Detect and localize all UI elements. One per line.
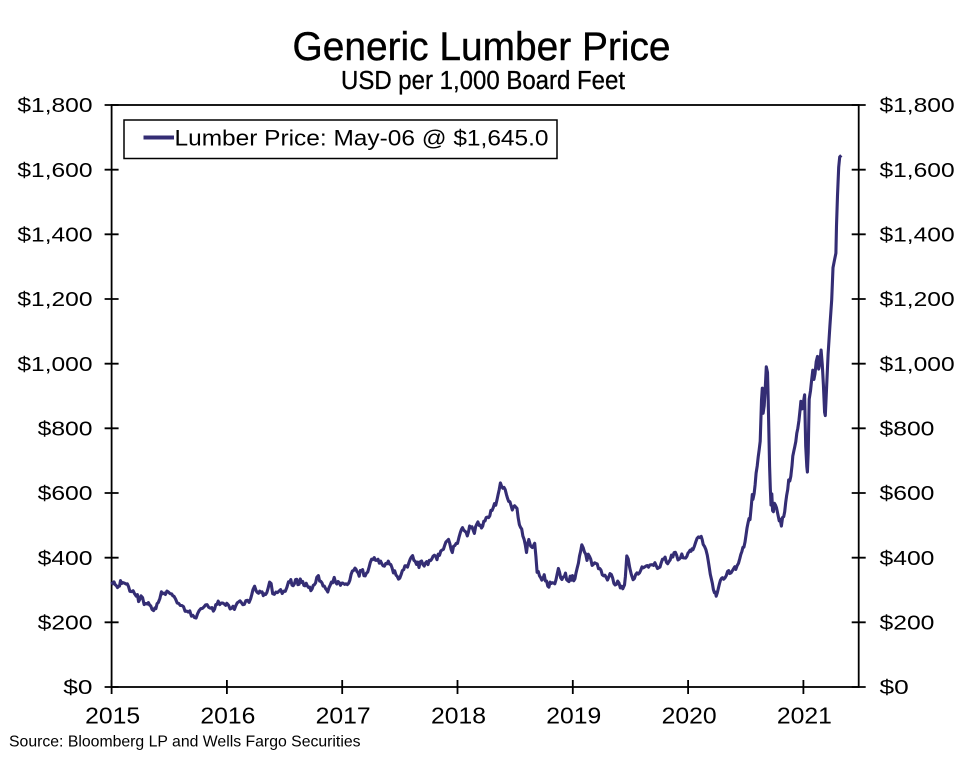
svg-text:Generic Lumber Price: Generic Lumber Price [293,25,671,69]
svg-text:2015: 2015 [85,703,140,729]
svg-text:$400: $400 [38,548,93,570]
svg-text:$0: $0 [63,677,92,699]
svg-text:$600: $600 [880,483,935,505]
svg-text:$1,200: $1,200 [880,289,955,311]
svg-text:$800: $800 [38,419,93,441]
svg-text:$1,000: $1,000 [17,354,92,376]
svg-text:$0: $0 [880,677,909,699]
svg-text:$1,800: $1,800 [17,95,92,117]
svg-text:2017: 2017 [316,703,371,729]
svg-text:$200: $200 [880,613,935,635]
svg-text:Lumber Price: May-06 @ $1,645.: Lumber Price: May-06 @ $1,645.0 [175,125,549,150]
svg-text:$400: $400 [880,548,935,570]
svg-text:2020: 2020 [662,703,717,729]
svg-text:$1,600: $1,600 [880,160,955,182]
svg-text:$1,000: $1,000 [880,354,955,376]
svg-text:Source: Bloomberg LP and Wells: Source: Bloomberg LP and Wells Fargo Sec… [9,733,361,750]
svg-text:$1,400: $1,400 [17,225,92,247]
svg-text:2021: 2021 [777,703,832,729]
svg-text:2018: 2018 [431,703,486,729]
svg-text:$1,800: $1,800 [880,95,955,117]
svg-text:$800: $800 [880,419,935,441]
svg-text:$200: $200 [38,613,93,635]
svg-text:$1,600: $1,600 [17,160,92,182]
svg-text:2019: 2019 [546,703,601,729]
svg-text:$1,400: $1,400 [880,225,955,247]
svg-text:$600: $600 [38,483,93,505]
svg-text:USD per 1,000 Board Feet: USD per 1,000 Board Feet [341,67,625,95]
svg-text:2016: 2016 [200,703,255,729]
svg-text:$1,200: $1,200 [17,289,92,311]
